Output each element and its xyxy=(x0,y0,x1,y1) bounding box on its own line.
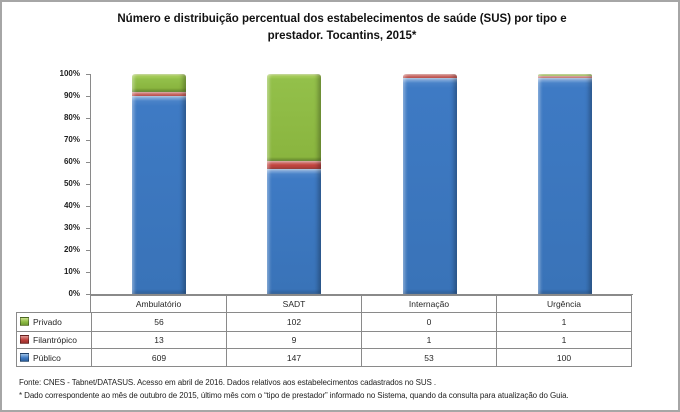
y-tick-mark xyxy=(86,272,90,273)
table-value-publico-sadt: 147 xyxy=(226,348,361,366)
table-value-publico-urgencia: 100 xyxy=(496,348,631,366)
y-tick-label: 20% xyxy=(63,245,80,254)
table-value-filantropico-sadt: 9 xyxy=(226,330,361,349)
legend-item-filantropico: Filantrópico xyxy=(17,330,91,349)
y-tick-mark xyxy=(86,140,90,141)
stacked-bar-sadt xyxy=(267,74,322,294)
y-tick-mark xyxy=(86,184,90,185)
y-tick-mark xyxy=(86,228,90,229)
y-tick-mark xyxy=(86,206,90,207)
y-tick-mark xyxy=(86,118,90,119)
y-tick-label: 60% xyxy=(63,157,80,166)
table-value-filantropico-ambulatorio: 13 xyxy=(91,330,226,349)
table-value-publico-ambulatorio: 609 xyxy=(91,348,226,366)
bar-segment-filantropico-internacao xyxy=(402,74,457,78)
bar-segment-filantropico-urgencia xyxy=(538,76,593,78)
legend-label-privado: Privado xyxy=(33,316,62,327)
y-tick-mark xyxy=(86,294,90,295)
y-axis: 0% 10% 20% 30% 40% 50% 60% 70% 80% 90% 100% xyxy=(2,69,90,298)
y-tick-label: 40% xyxy=(63,201,80,210)
bar-column-urgencia xyxy=(498,74,634,294)
legend-swatch-filantropico-icon xyxy=(20,335,29,345)
legend-swatch-publico-icon xyxy=(20,353,29,363)
legend-label-filantropico: Filantrópico xyxy=(33,334,77,345)
table-value-privado-urgencia: 1 xyxy=(496,313,631,331)
stacked-bar-internacao xyxy=(402,74,457,294)
category-header-internacao: Internação xyxy=(361,296,496,312)
chart-title-line1: Número e distribuição percentual dos est… xyxy=(117,13,567,25)
footnote-asterisk: * Dado correspondente ao mês de outubro … xyxy=(19,391,569,400)
y-tick-mark xyxy=(86,74,90,75)
bar-segment-privado-urgencia xyxy=(538,74,593,76)
bar-segment-publico-internacao xyxy=(402,78,457,294)
chart-title-line2: prestador. Tocantins, 2015* xyxy=(267,30,417,42)
table-value-privado-sadt: 102 xyxy=(226,313,361,331)
bar-column-sadt xyxy=(227,74,363,294)
y-tick-label: 70% xyxy=(63,135,80,144)
table-value-filantropico-urgencia: 1 xyxy=(496,330,631,349)
bar-segment-filantropico-sadt xyxy=(267,161,322,169)
bar-segment-publico-sadt xyxy=(267,169,322,294)
footnote: Fonte: CNES - Tabnet/DATASUS. Acesso em … xyxy=(19,376,669,402)
y-tick-mark xyxy=(86,162,90,163)
bar-segment-privado-ambulatorio xyxy=(131,74,186,92)
table-value-privado-internacao: 0 xyxy=(361,313,496,331)
plot-area xyxy=(90,74,633,295)
stacked-bar-ambulatorio xyxy=(131,74,186,294)
bar-segment-filantropico-ambulatorio xyxy=(131,92,186,96)
legend-label-publico: Público xyxy=(33,352,61,363)
y-tick-label: 10% xyxy=(63,267,80,276)
data-table-header: Ambulatório SADT Internação Urgência xyxy=(90,295,632,312)
stacked-bar-urgencia xyxy=(538,74,593,294)
bar-segment-publico-urgencia xyxy=(538,78,593,294)
y-tick-label: 0% xyxy=(68,289,80,298)
legend-item-privado: Privado xyxy=(17,313,91,331)
table-value-filantropico-internacao: 1 xyxy=(361,330,496,349)
y-tick-label: 50% xyxy=(63,179,80,188)
table-value-publico-internacao: 53 xyxy=(361,348,496,366)
y-tick-label: 80% xyxy=(63,113,80,122)
table-value-privado-ambulatorio: 56 xyxy=(91,313,226,331)
y-tick-label: 100% xyxy=(59,69,80,78)
bar-segment-publico-ambulatorio xyxy=(131,96,186,294)
category-header-ambulatorio: Ambulatório xyxy=(91,296,226,312)
category-header-urgencia: Urgência xyxy=(496,296,631,312)
bar-column-ambulatorio xyxy=(91,74,227,294)
bar-segment-privado-sadt xyxy=(267,74,322,161)
footnote-source: Fonte: CNES - Tabnet/DATASUS. Acesso em … xyxy=(19,378,437,387)
y-tick-label: 90% xyxy=(63,91,80,100)
y-tick-mark xyxy=(86,96,90,97)
bar-column-internacao xyxy=(362,74,498,294)
category-header-sadt: SADT xyxy=(226,296,361,312)
legend-swatch-privado-icon xyxy=(20,317,29,327)
y-tick-label: 30% xyxy=(63,223,80,232)
chart-title: Número e distribuição percentual dos est… xyxy=(2,11,680,45)
y-tick-mark xyxy=(86,250,90,251)
legend-item-publico: Público xyxy=(17,348,91,366)
data-table-body: Privado 56 102 0 1 Filantrópico 13 9 1 1 Público 60… xyxy=(16,312,632,367)
